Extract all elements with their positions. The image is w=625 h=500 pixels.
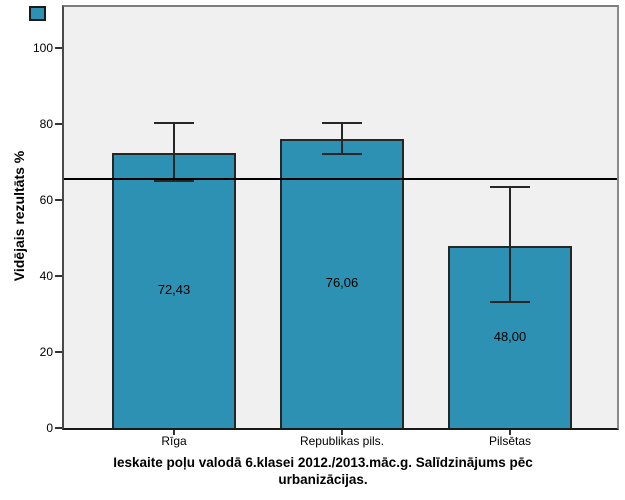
- x-tick-mark: [173, 430, 175, 435]
- error-bar-cap-bottom: [490, 301, 530, 304]
- error-bar-line: [509, 187, 511, 303]
- x-category-label: Pilsētas: [488, 434, 532, 448]
- y-tick-mark: [55, 199, 62, 201]
- y-tick-label: 60: [39, 193, 53, 207]
- y-tick-label: 20: [39, 345, 53, 359]
- error-bar-cap-top: [322, 121, 362, 124]
- chart-title-line-2: urbanizācijas.: [278, 472, 368, 487]
- bar-value-label: 48,00: [493, 328, 527, 344]
- y-tick-mark: [55, 275, 62, 277]
- error-bar-cap-top: [154, 121, 194, 124]
- x-category-label: Republikas pils.: [299, 434, 385, 448]
- error-bar-line: [173, 122, 175, 182]
- x-tick-mark: [509, 430, 511, 435]
- legend-swatch: [29, 6, 46, 21]
- y-tick-mark: [55, 47, 62, 49]
- y-axis-title: Vidējais rezultāts %: [11, 150, 27, 282]
- x-tick-mark: [341, 430, 343, 435]
- bar-value-label: 72,43: [157, 282, 191, 298]
- chart-title-line-1: Ieskaite poļu valodā 6.klasei 2012./2013…: [113, 455, 533, 470]
- bar: [280, 138, 404, 428]
- y-tick-label: 80: [39, 117, 53, 131]
- y-tick-label: 100: [32, 41, 53, 55]
- y-tick-mark: [55, 351, 62, 353]
- reference-line: [64, 177, 617, 180]
- y-tick-label: 40: [39, 269, 53, 283]
- y-tick-mark: [55, 123, 62, 125]
- bar-value-label: 76,06: [325, 275, 359, 291]
- x-category-label: Rīga: [161, 434, 187, 448]
- y-tick-mark: [55, 427, 62, 429]
- error-bar-cap-bottom: [154, 180, 194, 183]
- y-tick-label: 0: [46, 421, 53, 435]
- error-bar-line: [341, 122, 343, 154]
- error-bar-cap-bottom: [322, 152, 362, 155]
- chart-title: Ieskaite poļu valodā 6.klasei 2012./2013…: [23, 454, 623, 488]
- error-bar-cap-top: [490, 186, 530, 189]
